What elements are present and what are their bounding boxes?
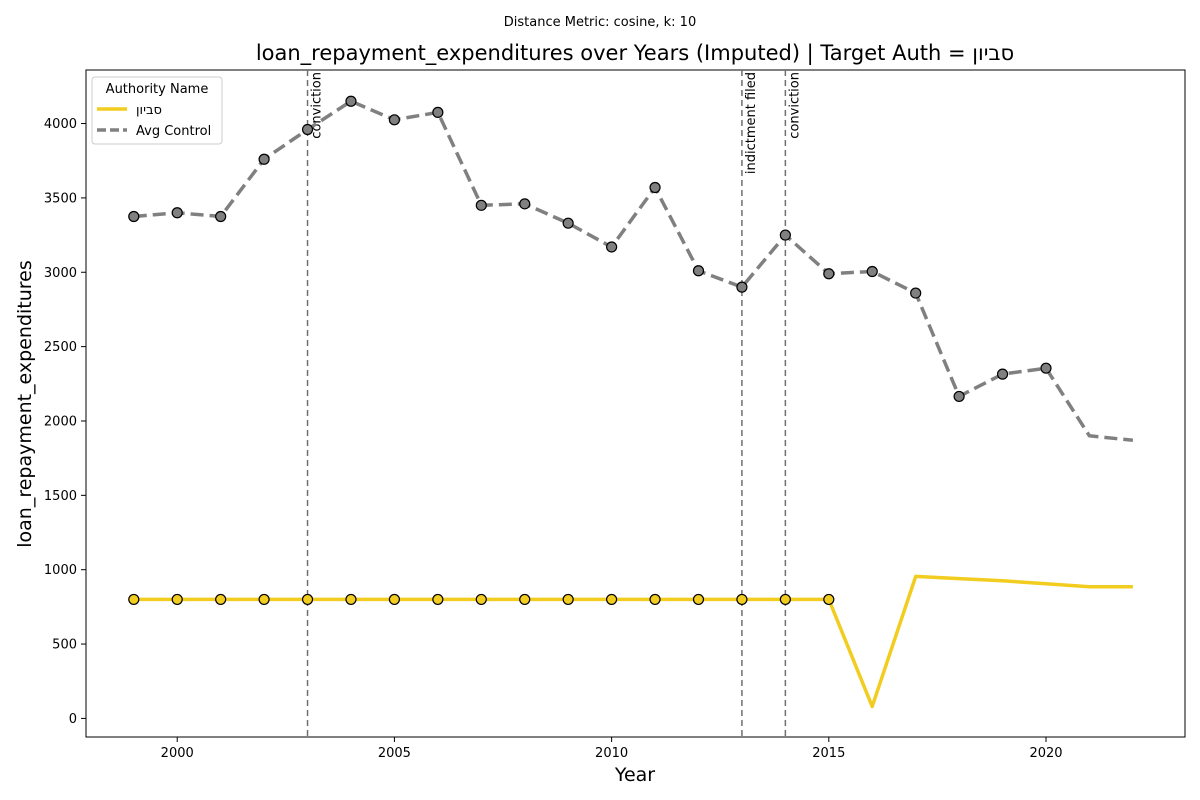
legend-entry-target: סביון — [136, 103, 162, 118]
data-point-control — [823, 268, 835, 280]
y-tick-label: 4000 — [44, 117, 77, 132]
data-point-control — [128, 210, 140, 223]
y-axis-label: loan_repayment_expenditures — [14, 260, 36, 548]
data-point-target — [301, 593, 314, 606]
data-point-target — [779, 593, 791, 606]
data-point-control — [432, 106, 444, 118]
x-tick-label: 2005 — [378, 746, 411, 761]
data-point-target — [345, 593, 357, 606]
data-point-target — [171, 593, 183, 606]
data-point-control — [866, 265, 878, 278]
x-tick-label: 2015 — [812, 746, 845, 761]
x-axis-label: Year — [614, 764, 655, 786]
y-tick-label: 500 — [52, 638, 77, 653]
data-point-target — [649, 593, 661, 606]
y-axis-ticks: 0 500 1000 1500 2000 2500 3000 3500 4000 — [44, 117, 86, 727]
chart-title: loan_repayment_expenditures over Years (… — [256, 41, 1014, 66]
data-point-target — [475, 593, 487, 606]
data-point-target — [432, 593, 444, 606]
x-tick-label: 2010 — [595, 746, 628, 761]
y-tick-label: 3000 — [44, 266, 77, 281]
data-point-control — [388, 114, 401, 126]
data-point-target — [562, 593, 574, 606]
legend-title: Authority Name — [106, 82, 209, 97]
event-label: indictment filed — [744, 72, 759, 174]
data-point-control — [215, 210, 227, 223]
y-tick-label: 2500 — [44, 340, 77, 355]
data-point-control — [1040, 362, 1052, 374]
event-label: conviction — [310, 72, 325, 139]
x-tick-label: 2020 — [1029, 746, 1062, 761]
data-point-control — [171, 207, 183, 219]
data-point-control — [996, 368, 1009, 380]
legend-box — [91, 76, 223, 145]
data-point-control — [692, 265, 705, 277]
data-point-control — [345, 95, 357, 107]
y-tick-label: 3500 — [44, 191, 77, 206]
data-point-control — [606, 241, 618, 253]
data-point-control — [779, 229, 791, 241]
data-point-control — [736, 281, 748, 293]
series-line-target — [133, 574, 1133, 709]
series-line-control — [133, 99, 1134, 443]
data-point-control — [475, 199, 487, 211]
series-layer — [128, 95, 1134, 709]
data-point-control — [649, 181, 661, 194]
data-point-target — [606, 593, 618, 606]
x-axis-ticks: 2000 2005 2010 2015 2020 — [161, 737, 1063, 761]
plot-area: conviction indictment filed conviction 200… — [44, 69, 1186, 761]
axes-frame — [85, 69, 1186, 738]
data-point-target — [823, 593, 835, 606]
data-point-control — [258, 153, 270, 165]
data-point-control — [519, 198, 531, 210]
legend-entry-control: Avg Control — [136, 124, 211, 139]
data-point-target — [736, 593, 748, 606]
data-point-control — [910, 287, 922, 299]
event-label: conviction — [787, 72, 802, 139]
data-point-target — [519, 593, 531, 606]
data-point-target — [215, 593, 227, 606]
data-point-target — [388, 593, 401, 606]
legend: Authority Name סביון Avg Control — [91, 76, 223, 145]
y-tick-label: 1500 — [44, 489, 77, 504]
y-tick-label: 1000 — [44, 563, 77, 578]
event-lines: conviction indictment filed conviction — [306, 70, 802, 737]
y-tick-label: 2000 — [44, 414, 77, 429]
data-point-target — [692, 593, 705, 606]
x-tick-label: 2000 — [161, 746, 194, 761]
data-point-target — [258, 593, 270, 606]
data-point-control — [953, 390, 965, 403]
data-point-control — [562, 217, 574, 229]
data-point-control — [301, 123, 314, 136]
suptitle: Distance Metric: cosine, k: 10 — [504, 15, 696, 30]
y-tick-label: 0 — [69, 712, 77, 727]
data-point-target — [128, 593, 140, 606]
